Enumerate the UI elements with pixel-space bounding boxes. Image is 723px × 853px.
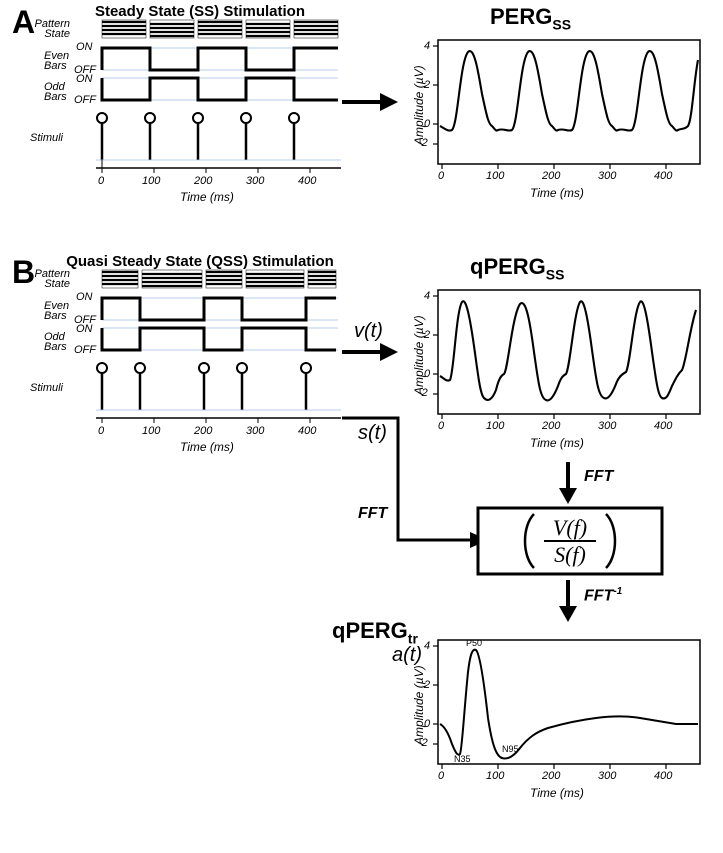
B1-y-2: -2 <box>418 387 428 399</box>
qPERGss-title: qPERGSS <box>470 254 564 282</box>
B2-ylab: Amplitude (µV) <box>412 665 426 745</box>
B-x100: 100 <box>142 425 160 437</box>
labelB-off2: OFF <box>74 344 96 356</box>
pergss-suffix: SS <box>552 16 571 32</box>
labelB-odd: OddBars <box>44 332 67 352</box>
B-x400: 400 <box>298 425 316 437</box>
arrow-ifft-down <box>556 578 580 624</box>
arrow-vt <box>340 340 400 364</box>
A-x200: 200 <box>194 175 212 187</box>
B2-y0: 0 <box>424 718 430 730</box>
labelB-on2: ON <box>76 323 93 335</box>
B1-y2: 2 <box>424 329 430 341</box>
ifft-label: FFT-1 <box>584 586 622 605</box>
labelA-pattern: PatternState <box>30 19 70 39</box>
labelB-pattern: PatternState <box>30 269 70 289</box>
arrow-A <box>340 90 400 114</box>
B-x0: 0 <box>98 425 104 437</box>
Ar-x100: 100 <box>486 170 504 182</box>
B1-xlab: Time (ms) <box>530 436 584 450</box>
labelB-even: EvenBars <box>44 301 69 321</box>
fft-left: FFT <box>358 505 387 523</box>
qpergss-prefix: qPERG <box>470 254 546 279</box>
Ar-xlab: Time (ms) <box>530 186 584 200</box>
labelA-on2: ON <box>76 73 93 85</box>
labelA-odd: OddBars <box>44 82 67 102</box>
B2-x200: 200 <box>542 770 560 782</box>
A-xlab: Time (ms) <box>180 190 234 204</box>
Ar-y2: 2 <box>424 79 430 91</box>
svg-text:N35: N35 <box>454 754 471 764</box>
qpergtr-prefix: qPERG <box>332 618 408 643</box>
A-x0: 0 <box>98 175 104 187</box>
B2-y-2: -2 <box>418 737 428 749</box>
B-xlab: Time (ms) <box>180 440 234 454</box>
labelA-off2: OFF <box>74 94 96 106</box>
B1-x200: 200 <box>542 420 560 432</box>
A-x400: 400 <box>298 175 316 187</box>
labelA-stimuli: Stimuli <box>30 132 63 144</box>
B2-x0: 0 <box>438 770 444 782</box>
labelB-stimuli: Stimuli <box>30 382 63 394</box>
labelB-on1: ON <box>76 291 93 303</box>
B2-y4: 4 <box>424 640 430 652</box>
B2-y2: 2 <box>424 679 430 691</box>
qpergss-suffix: SS <box>546 266 565 282</box>
Ar-y4: 4 <box>424 40 430 52</box>
labelA-on1: ON <box>76 41 93 53</box>
Ar-x0: 0 <box>438 170 444 182</box>
fft-box: V(f) S(f) <box>476 506 664 576</box>
Ar-x300: 300 <box>598 170 616 182</box>
Ar-y0: 0 <box>424 118 430 130</box>
B1-ylab: Amplitude (µV) <box>412 315 426 395</box>
B1-x300: 300 <box>598 420 616 432</box>
svg-text:S(f): S(f) <box>554 542 586 567</box>
labelA-even: EvenBars <box>44 51 69 71</box>
B2-x400: 400 <box>654 770 672 782</box>
svg-text:V(f): V(f) <box>553 515 587 540</box>
B-x200: 200 <box>194 425 212 437</box>
arrow-fft-down1 <box>556 460 580 506</box>
svg-text:P50: P50 <box>466 638 482 648</box>
B2-x100: 100 <box>486 770 504 782</box>
B1-y0: 0 <box>424 368 430 380</box>
A-x300: 300 <box>246 175 264 187</box>
pergss-prefix: PERG <box>490 4 552 29</box>
B-x300: 300 <box>246 425 264 437</box>
B1-y4: 4 <box>424 290 430 302</box>
Ar-x400: 400 <box>654 170 672 182</box>
B2-xlab: Time (ms) <box>530 786 584 800</box>
B1-x400: 400 <box>654 420 672 432</box>
Ar-y-2: -2 <box>418 137 428 149</box>
A-x100: 100 <box>142 175 160 187</box>
svg-text:N95: N95 <box>502 744 519 754</box>
B2-x300: 300 <box>598 770 616 782</box>
fft-top: FFT <box>584 468 613 486</box>
A-ylab: Amplitude (µV) <box>412 65 426 145</box>
Ar-x200: 200 <box>542 170 560 182</box>
panel-A-resp-title: PERGSS <box>490 4 571 32</box>
